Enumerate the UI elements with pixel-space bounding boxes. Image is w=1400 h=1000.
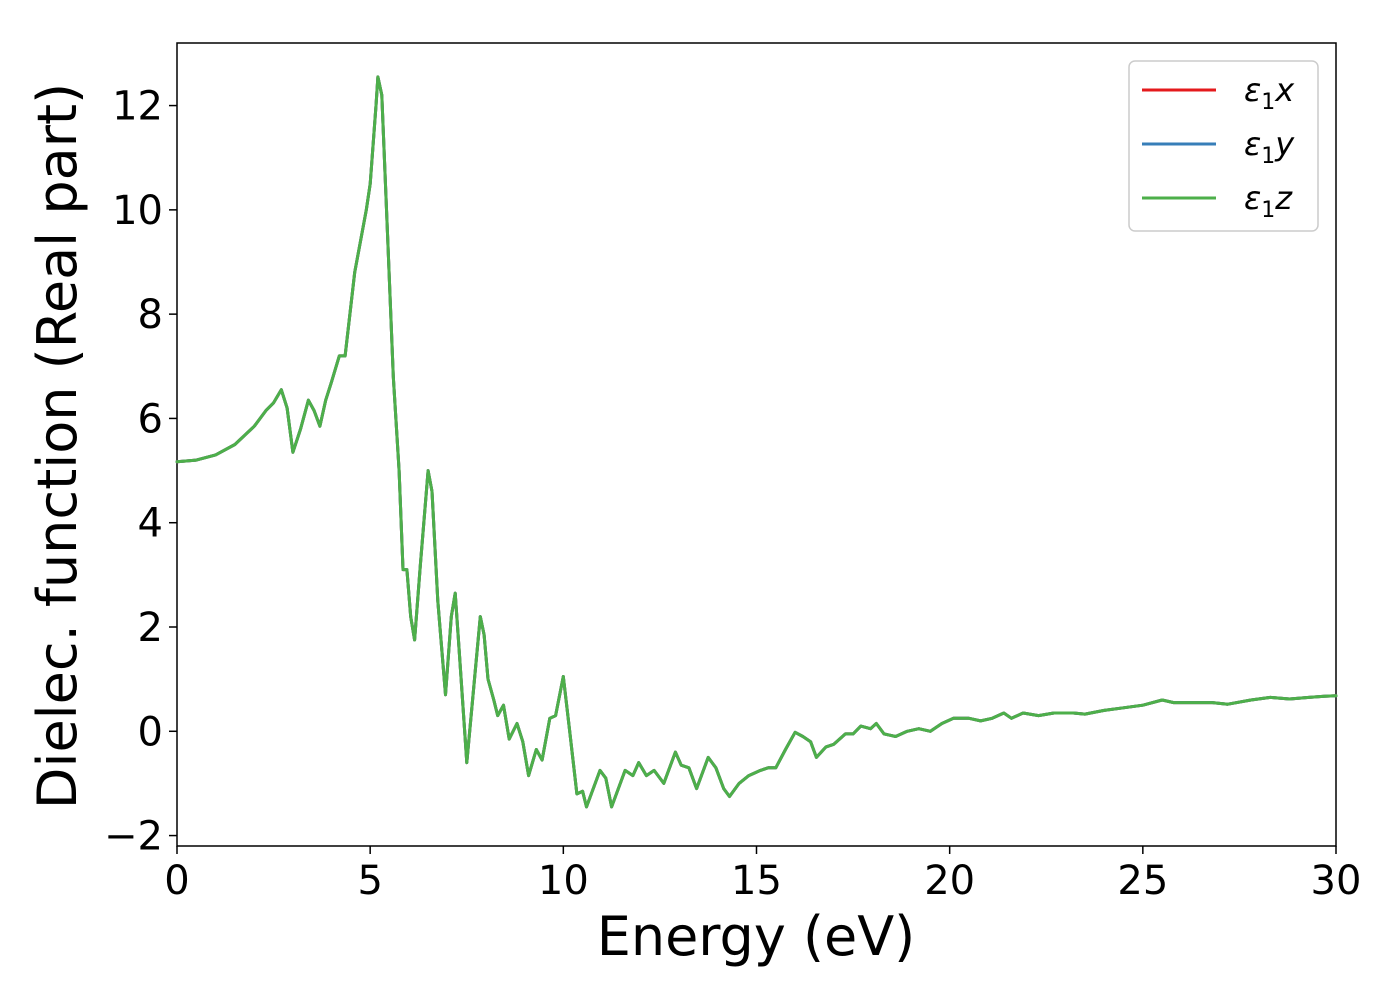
- x-tick-label: 0: [164, 858, 189, 904]
- x-tick-label: 25: [1117, 858, 1168, 904]
- y-tick-label: 8: [138, 292, 163, 338]
- x-tick-label: 5: [357, 858, 382, 904]
- y-tick-label: 4: [138, 501, 163, 547]
- y-axis-ticks: −2 0 2 4 6 8 10 12: [104, 84, 177, 860]
- x-tick-label: 20: [924, 858, 975, 904]
- y-tick-label: 6: [138, 396, 163, 442]
- y-tick-label: 2: [138, 605, 163, 651]
- x-tick-label: 15: [731, 858, 782, 904]
- legend: ε1x ε1y ε1z: [1128, 60, 1319, 232]
- x-tick-label: 30: [1311, 858, 1362, 904]
- y-tick-label: −2: [104, 814, 163, 860]
- y-axis-label: Dielec. function (Real part): [26, 83, 89, 809]
- legend-label-x: ε1x: [1244, 71, 1295, 115]
- y-tick-label: 10: [112, 188, 163, 234]
- series-line-z: [175, 75, 1338, 809]
- legend-box: [1128, 60, 1319, 232]
- x-tick-label: 10: [538, 858, 589, 904]
- legend-entries: ε1x ε1y ε1z: [1142, 71, 1295, 223]
- legend-label-y: ε1y: [1244, 125, 1295, 169]
- y-tick-label: 12: [112, 84, 163, 130]
- legend-label-z: ε1z: [1244, 179, 1293, 223]
- series-layer: [175, 75, 1338, 809]
- x-axis-label: Energy (eV): [597, 905, 916, 968]
- y-tick-label: 0: [138, 709, 163, 755]
- x-axis-ticks: 0 5 10 15 20 25 30: [164, 846, 1361, 904]
